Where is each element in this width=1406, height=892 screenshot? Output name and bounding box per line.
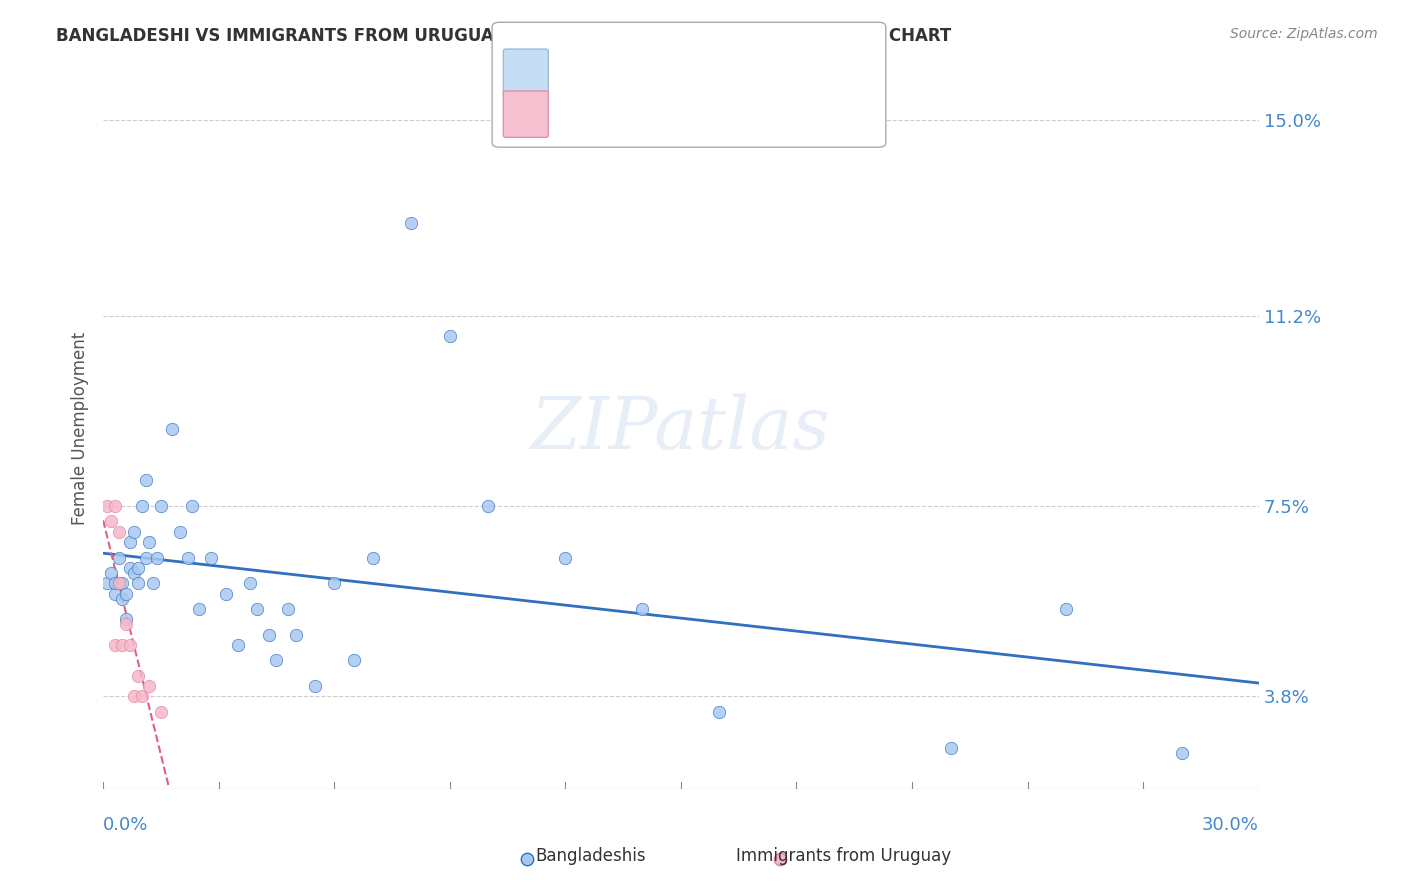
Point [142, 576, 165, 591]
Point [200, 550, 222, 565]
Point [631, 602, 654, 616]
Point [111, 576, 134, 591]
Point [104, 576, 127, 591]
Point [477, 499, 499, 513]
Point [439, 329, 461, 343]
Point [180, 499, 202, 513]
Text: Source: ZipAtlas.com: Source: ZipAtlas.com [1230, 27, 1378, 41]
Text: BANGLADESHI VS IMMIGRANTS FROM URUGUAY FEMALE UNEMPLOYMENT CORRELATION CHART: BANGLADESHI VS IMMIGRANTS FROM URUGUAY F… [56, 27, 952, 45]
Point [188, 602, 211, 616]
Point [111, 591, 134, 606]
Point [131, 690, 153, 704]
Point [115, 586, 138, 600]
Point [107, 576, 129, 591]
Point [134, 550, 156, 565]
Point [342, 653, 364, 667]
Point [304, 679, 326, 693]
Point [554, 550, 576, 565]
Point [134, 473, 156, 487]
Point [104, 638, 127, 652]
Point [939, 741, 962, 756]
Point [169, 524, 191, 539]
Point [100, 515, 122, 529]
Point [111, 638, 134, 652]
Point [122, 566, 145, 580]
Point [122, 690, 145, 704]
Point [104, 586, 127, 600]
Point [266, 653, 288, 667]
Point [709, 705, 731, 719]
Point [162, 422, 184, 436]
Text: Immigrants from Uruguay: Immigrants from Uruguay [735, 847, 952, 865]
Point [127, 669, 149, 683]
Text: Bangladeshis: Bangladeshis [536, 847, 645, 865]
Text: R = -0.313    N = 14: R = -0.313 N = 14 [553, 96, 751, 114]
Y-axis label: Female Unemployment: Female Unemployment [72, 332, 89, 525]
Point [107, 576, 129, 591]
Point [120, 561, 142, 575]
Point [127, 561, 149, 575]
Point [284, 628, 307, 642]
Point [96, 576, 118, 591]
Point [138, 535, 160, 549]
Point [215, 586, 238, 600]
Point [177, 550, 200, 565]
Point [277, 602, 299, 616]
Point [1054, 602, 1077, 616]
Point [246, 602, 269, 616]
Point [149, 705, 172, 719]
Point [122, 524, 145, 539]
Point [149, 499, 172, 513]
Point [104, 499, 127, 513]
Point [226, 638, 249, 652]
Point [146, 550, 169, 565]
Text: R = -0.147    N = 50: R = -0.147 N = 50 [553, 55, 751, 73]
Point [257, 628, 280, 642]
Point [769, 851, 792, 865]
Point [100, 566, 122, 580]
Point [115, 612, 138, 626]
Point [127, 576, 149, 591]
Point [120, 535, 142, 549]
Point [138, 679, 160, 693]
Point [131, 499, 153, 513]
Point [120, 638, 142, 652]
Text: 0.0%: 0.0% [103, 816, 149, 834]
Point [361, 550, 384, 565]
Point [238, 576, 260, 591]
Point [96, 499, 118, 513]
Text: ZIPatlas: ZIPatlas [531, 393, 831, 464]
Point [107, 524, 129, 539]
Point [1170, 746, 1192, 760]
Point [516, 851, 538, 865]
Point [401, 216, 423, 230]
Text: 30.0%: 30.0% [1202, 816, 1258, 834]
Point [107, 550, 129, 565]
Point [323, 576, 346, 591]
Point [115, 617, 138, 632]
